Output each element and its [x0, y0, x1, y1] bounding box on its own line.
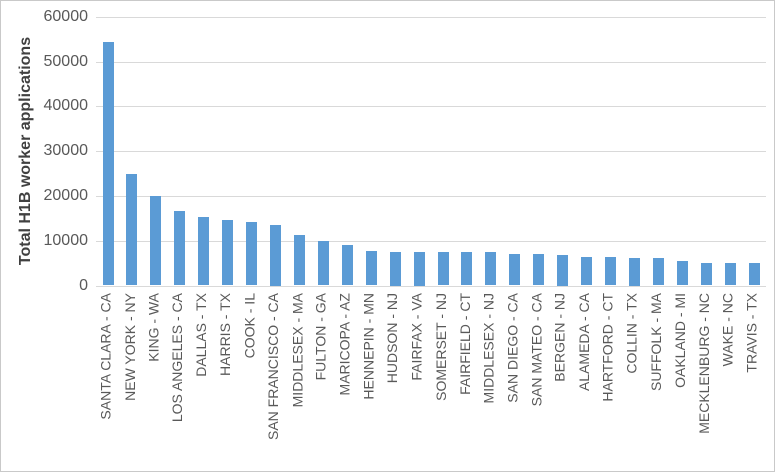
bar: [676, 260, 688, 286]
bar: [293, 235, 305, 286]
x-category-label: HUDSON - NJ: [384, 293, 401, 384]
gridline: [96, 151, 766, 153]
y-tick-label: 30000: [43, 142, 89, 160]
bar: [222, 220, 234, 286]
y-tick-label: 20000: [43, 186, 89, 204]
x-category-label: HENNEPIN - MN: [360, 293, 377, 400]
bar: [485, 252, 497, 286]
x-axis-line: [96, 285, 766, 287]
x-category-label: FAIRFAX - VA: [408, 293, 425, 381]
y-tick-label: 60000: [43, 7, 89, 25]
x-category-label: OAKLAND - MI: [671, 293, 688, 388]
gridline: [96, 195, 766, 197]
x-category-label: ALAMEDA - CA: [576, 293, 592, 392]
y-tick-label: 40000: [43, 97, 89, 115]
x-category-label: MIDDLESEX - NJ: [480, 293, 497, 404]
bar: [365, 250, 377, 286]
x-category-label: NEW YORK - NY: [121, 293, 138, 401]
y-tick-label: 10000: [43, 231, 89, 249]
bar: [126, 174, 138, 286]
bar: [700, 262, 712, 286]
bar: [652, 258, 664, 286]
x-category-label: WAKE - NC: [719, 293, 736, 367]
bar: [437, 251, 449, 286]
x-category-label: SOMERSET - NJ: [432, 293, 449, 401]
bar: [150, 195, 162, 286]
bar: [628, 257, 640, 286]
x-category-label: MARICOPA - AZ: [336, 293, 353, 396]
bar: [557, 255, 569, 286]
bar: [317, 241, 329, 286]
x-category-label: DALLAS - TX: [193, 293, 210, 377]
bar: [581, 257, 592, 286]
bar: [605, 257, 616, 286]
bar: [413, 251, 425, 286]
x-category-label: BERGEN - NJ: [552, 293, 569, 382]
x-category-label: FAIRFIELD - CT: [456, 293, 473, 395]
x-category-label: HARTFORD - CT: [600, 293, 616, 402]
bar: [246, 221, 257, 286]
bar: [102, 42, 114, 286]
bar: [724, 262, 736, 286]
x-category-label: HARRIS - TX: [217, 293, 234, 376]
bar: [748, 263, 760, 286]
gridline: [96, 61, 766, 63]
gridline: [96, 240, 766, 242]
x-category-label: KING - WA: [145, 293, 162, 362]
x-category-label: COLLIN - TX: [623, 293, 640, 374]
bar: [461, 251, 473, 286]
bar: [509, 253, 521, 286]
x-category-label: SAN DIEGO - CA: [504, 293, 521, 403]
x-category-label: COOK - IL: [241, 293, 257, 359]
x-category-label: SAN MATEO - CA: [528, 293, 545, 407]
x-category-label: TRAVIS - TX: [743, 293, 760, 373]
x-category-label: LOS ANGELES - CA: [169, 293, 186, 423]
bar: [389, 251, 401, 286]
x-category-label: MIDDLESEX - MA: [288, 293, 305, 408]
x-category-label: SUFFOLK - MA: [647, 293, 664, 392]
x-category-label: MECKLENBURG - NC: [695, 293, 712, 434]
bar: [174, 211, 186, 286]
x-category-label: SAN FRANCISCO - CA: [265, 293, 281, 441]
x-category-label: FULTON - GA: [312, 293, 329, 381]
bar: [533, 254, 545, 286]
gridline: [96, 106, 766, 108]
bar: [198, 217, 210, 286]
bar: [270, 225, 281, 286]
gridline: [96, 16, 766, 18]
y-tick-label: 50000: [43, 52, 89, 70]
y-tick-label: 0: [79, 276, 88, 294]
x-category-label: SANTA CLARA - CA: [97, 293, 114, 420]
bar: [341, 245, 353, 286]
